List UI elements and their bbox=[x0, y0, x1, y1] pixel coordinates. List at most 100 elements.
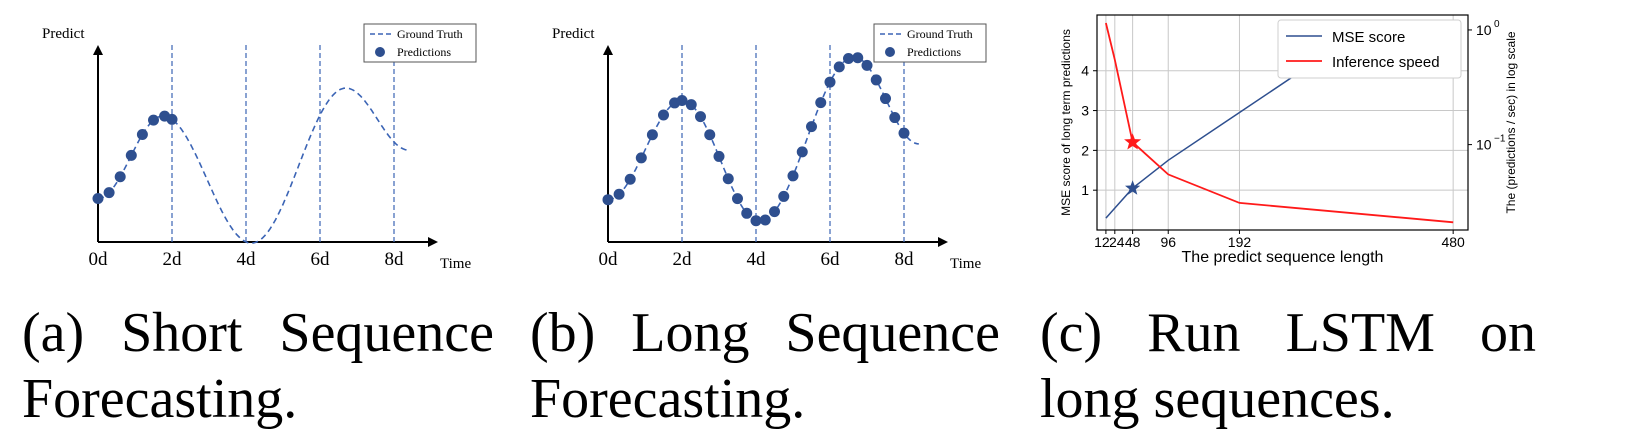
mse-score-star-marker bbox=[1125, 180, 1141, 195]
prediction-point-0 bbox=[92, 192, 104, 204]
legend-inference-speed-label: Inference speed bbox=[1332, 54, 1440, 71]
x-tick-6d: 6d bbox=[311, 249, 331, 270]
legend-predictions-label: Predictions bbox=[907, 45, 961, 59]
x-tick-96: 96 bbox=[1160, 234, 1176, 250]
ground-truth-line bbox=[97, 87, 409, 244]
caption-a-line2: Forecasting. bbox=[22, 368, 298, 430]
y-axis-label: Predict bbox=[42, 26, 85, 42]
prediction-point-7 bbox=[676, 95, 688, 106]
prediction-point-1 bbox=[613, 188, 625, 200]
caption-c-line1: (c) Run LSTM on bbox=[1040, 302, 1536, 364]
y2-tick-base-1: 10 bbox=[1476, 137, 1492, 153]
x-axis-arrow bbox=[428, 237, 438, 247]
prediction-point-9 bbox=[695, 111, 706, 123]
prediction-point-3 bbox=[635, 152, 647, 164]
caption-b: (b) Long Sequence Forecasting. bbox=[530, 300, 1000, 432]
prediction-point-7 bbox=[166, 113, 178, 125]
prediction-point-1 bbox=[103, 187, 115, 199]
x-tick-4d: 4d bbox=[237, 249, 257, 270]
y-tick-1: 1 bbox=[1081, 182, 1089, 198]
legend-box bbox=[1277, 19, 1462, 79]
y-axis-label: Predict bbox=[552, 26, 595, 42]
prediction-point-10 bbox=[704, 129, 716, 141]
prediction-point-18 bbox=[778, 190, 790, 202]
x-axis-arrow bbox=[938, 237, 948, 247]
prediction-point-26 bbox=[852, 52, 864, 64]
legend: Ground Truth Predictions bbox=[363, 23, 477, 63]
x-axis-label: The predict sequence length bbox=[1182, 249, 1384, 266]
x-tick-2d: 2d bbox=[163, 249, 183, 270]
prediction-point-14 bbox=[741, 207, 753, 219]
y2-tick-exp-1: −1 bbox=[1494, 134, 1506, 145]
caption-a: (a) Short Sequence Forecasting. bbox=[22, 300, 494, 432]
x-tick-24: 24 bbox=[1109, 234, 1125, 250]
x-tick-0d: 0d bbox=[89, 249, 109, 270]
prediction-point-11 bbox=[713, 150, 725, 162]
prediction-point-22 bbox=[815, 97, 827, 109]
prediction-point-13 bbox=[732, 193, 743, 205]
prediction-point-30 bbox=[889, 112, 901, 124]
prediction-point-16 bbox=[759, 214, 771, 226]
legend-ground-truth-label: Ground Truth bbox=[397, 27, 463, 41]
caption-c: (c) Run LSTM on long sequences. bbox=[1040, 300, 1536, 432]
x-tick-8d: 8d bbox=[895, 249, 915, 270]
caption-c-line2: long sequences. bbox=[1040, 368, 1395, 430]
plot-frame bbox=[1096, 14, 1469, 231]
caption-a-line1: (a) Short Sequence bbox=[22, 302, 494, 364]
prediction-point-28 bbox=[870, 74, 882, 86]
x-tick-480: 480 bbox=[1441, 234, 1465, 250]
x-tick-192: 192 bbox=[1228, 234, 1252, 250]
caption-b-line2: Forecasting. bbox=[530, 368, 806, 430]
prediction-point-12 bbox=[722, 173, 734, 185]
x-tick-6d: 6d bbox=[821, 249, 841, 270]
y2-tick-exp-0: 0 bbox=[1494, 19, 1500, 30]
x-tick-48: 48 bbox=[1125, 234, 1141, 250]
prediction-point-5 bbox=[658, 109, 669, 121]
y-axis-arrow bbox=[93, 45, 103, 55]
legend-predictions-swatch bbox=[885, 47, 895, 57]
x-tick-4d: 4d bbox=[747, 249, 767, 270]
prediction-point-25 bbox=[843, 52, 854, 64]
x-axis-label: Time bbox=[950, 256, 981, 272]
x-tick-2d: 2d bbox=[673, 249, 693, 270]
prediction-point-5 bbox=[148, 114, 159, 126]
y2-tick-base-0: 10 bbox=[1476, 22, 1492, 38]
prediction-point-2 bbox=[624, 173, 636, 185]
legend-predictions-swatch bbox=[375, 47, 385, 57]
prediction-point-29 bbox=[880, 93, 891, 105]
y-axis-label: MSE score of long term predictions bbox=[1059, 29, 1073, 216]
prediction-point-2 bbox=[114, 171, 126, 183]
prediction-point-21 bbox=[806, 121, 817, 133]
prediction-point-4 bbox=[646, 129, 658, 141]
prediction-point-3 bbox=[125, 149, 137, 161]
prediction-point-0 bbox=[602, 194, 614, 206]
y-tick-3: 3 bbox=[1081, 103, 1089, 119]
prediction-point-19 bbox=[787, 170, 799, 182]
y-tick-2: 2 bbox=[1081, 142, 1089, 158]
legend-predictions-label: Predictions bbox=[397, 45, 451, 59]
legend: MSE score Inference speed bbox=[1277, 19, 1462, 79]
caption-b-line1: (b) Long Sequence bbox=[530, 302, 1000, 364]
prediction-point-17 bbox=[769, 206, 780, 218]
prediction-point-4 bbox=[136, 129, 148, 141]
prediction-point-15 bbox=[750, 215, 762, 227]
x-axis-label: Time bbox=[440, 256, 471, 272]
legend-mse-score-label: MSE score bbox=[1332, 29, 1405, 46]
chart-short-sequence: Predict Time 0d 2d 4d 6d 8d Ground Truth Predict… bbox=[42, 23, 477, 272]
prediction-point-20 bbox=[796, 146, 808, 158]
inference-speed-star-marker bbox=[1124, 133, 1142, 150]
legend: Ground Truth Predictions bbox=[873, 23, 987, 63]
x-tick-0d: 0d bbox=[599, 249, 619, 270]
y-tick-4: 4 bbox=[1081, 63, 1089, 79]
chart-long-sequence: Predict Time 0d 2d 4d 6d 8d Ground Truth Predict… bbox=[552, 23, 987, 272]
x-tick-12: 12 bbox=[1094, 234, 1110, 250]
prediction-point-24 bbox=[833, 61, 845, 73]
plot-a: Predict Time 0d 2d 4d 6d 8d Ground Truth Predict… bbox=[42, 23, 477, 272]
y-axis-arrow bbox=[603, 45, 613, 55]
legend-ground-truth-label: Ground Truth bbox=[907, 27, 973, 41]
prediction-point-31 bbox=[898, 127, 910, 139]
prediction-point-27 bbox=[861, 59, 873, 71]
x-tick-8d: 8d bbox=[385, 249, 405, 270]
y2-axis-label: The (predictions / sec) in log scale bbox=[1504, 31, 1518, 213]
